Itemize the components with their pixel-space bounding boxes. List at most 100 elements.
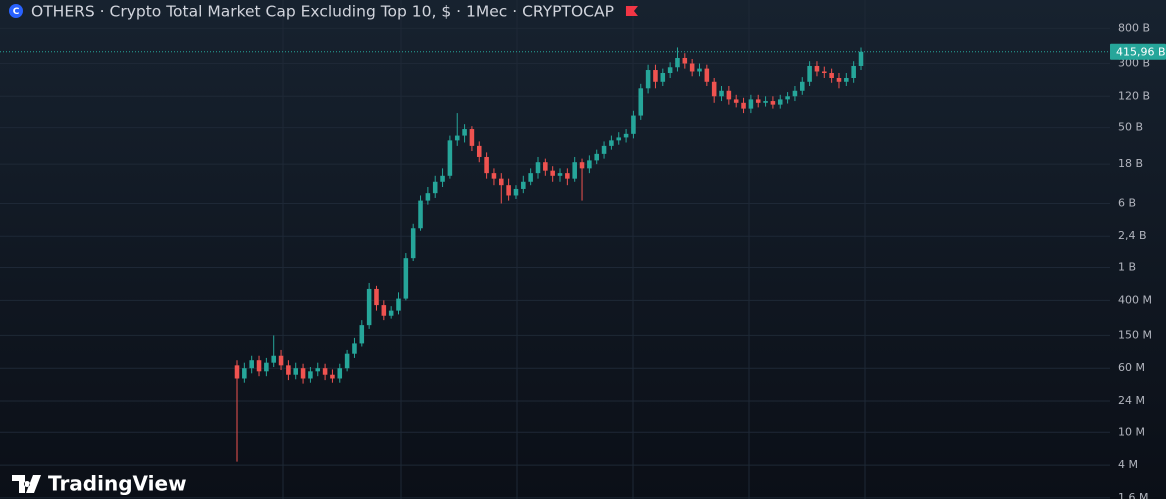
candle-body [271, 355, 276, 363]
candle-body [432, 181, 438, 194]
grid [0, 27, 1110, 499]
candle-body [733, 99, 739, 103]
candle-body [697, 68, 702, 72]
brand-icon [12, 475, 41, 493]
candle-body [476, 145, 482, 157]
candle-body [418, 200, 423, 229]
y-tick-label: 50 B [1118, 121, 1143, 134]
candle-body [675, 57, 680, 68]
candle-body [616, 137, 622, 141]
candle-body [447, 140, 453, 176]
y-tick-label: 120 B [1118, 89, 1150, 102]
y-tick-label: 60 M [1118, 361, 1145, 374]
candle-body [388, 310, 394, 316]
candle-body [506, 185, 511, 196]
candle-body [682, 57, 688, 64]
candle-body [792, 90, 798, 97]
candle-body [785, 96, 790, 100]
candle-body [330, 374, 335, 379]
candle-body [653, 70, 658, 82]
y-tick-label: 24 M [1118, 394, 1145, 407]
candle-body [609, 140, 614, 146]
brand-text: TradingView [48, 472, 187, 496]
candle-body [645, 70, 651, 89]
candles [234, 47, 864, 462]
candle-body [711, 81, 717, 97]
y-tick-label: 400 M [1118, 293, 1152, 306]
last-price-box [1110, 43, 1166, 60]
candle-body [741, 102, 746, 109]
candle-body [322, 368, 328, 375]
last-price-label: 415,96 B [1116, 45, 1166, 58]
candle-body [814, 65, 820, 72]
candle-body [844, 78, 849, 82]
candle-body [638, 88, 644, 116]
candle-body [535, 162, 541, 174]
candle-body [689, 63, 695, 72]
flag-icon[interactable] [625, 6, 638, 16]
candle-body [770, 101, 776, 105]
candle-body [425, 193, 431, 201]
candle-body [543, 162, 548, 171]
candle-body [631, 115, 636, 134]
candle-body [256, 360, 262, 372]
candle-body [807, 65, 812, 82]
candle-body [278, 355, 284, 366]
candle-body [366, 288, 372, 326]
symbol-icon-glyph: C [13, 7, 20, 17]
y-tick-label: 4 M [1118, 458, 1138, 471]
y-tick-label: 10 M [1118, 425, 1145, 438]
y-tick-label: 18 B [1118, 157, 1143, 170]
candle-body [469, 129, 475, 146]
candle-body [528, 173, 533, 182]
candle-body [234, 365, 240, 379]
candle-body [579, 162, 585, 169]
candle-body [858, 51, 864, 66]
candle-body [315, 368, 321, 372]
candle-body [293, 368, 299, 375]
candle-body [829, 73, 834, 79]
candle-body [594, 153, 599, 161]
y-tick-label: 6 B [1118, 196, 1136, 209]
candle-body [704, 68, 710, 82]
candle-body [300, 368, 306, 379]
y-tick-label: 800 B [1118, 21, 1150, 34]
candle-body [513, 188, 519, 196]
candle-body [763, 101, 768, 103]
candle-body [836, 78, 842, 82]
candle-body [748, 99, 754, 109]
candle-body [440, 175, 445, 182]
candle-body [499, 178, 504, 186]
y-tick-label: 1,6 M [1118, 491, 1148, 499]
candle-body [337, 368, 343, 379]
candle-body [381, 305, 387, 316]
candle-body [352, 343, 357, 354]
time-grid [282, 0, 866, 499]
chart-title[interactable]: OTHERS · Crypto Total Market Cap Excludi… [31, 3, 614, 21]
candle-body [557, 173, 563, 176]
y-tick-label: 2,4 B [1118, 229, 1147, 242]
candle-body [249, 360, 254, 369]
candle-body [572, 162, 577, 179]
candle-body [242, 368, 247, 379]
candle-body [755, 99, 761, 103]
candle-body [565, 173, 570, 179]
candle-body [550, 170, 555, 176]
candle-body [484, 156, 489, 174]
candle-body [308, 371, 313, 379]
axis-panel [1110, 0, 1166, 499]
candle-body [454, 135, 460, 141]
candle-body [777, 99, 783, 105]
candle-body [374, 288, 379, 306]
candle-body [719, 90, 724, 97]
symbol-icon[interactable] [9, 4, 23, 18]
candle-body [286, 365, 291, 375]
candle-body [660, 73, 666, 82]
candle-body [601, 145, 607, 154]
candle-body [403, 258, 409, 299]
candle-body [822, 71, 827, 74]
y-tick-label: 150 M [1118, 328, 1152, 341]
